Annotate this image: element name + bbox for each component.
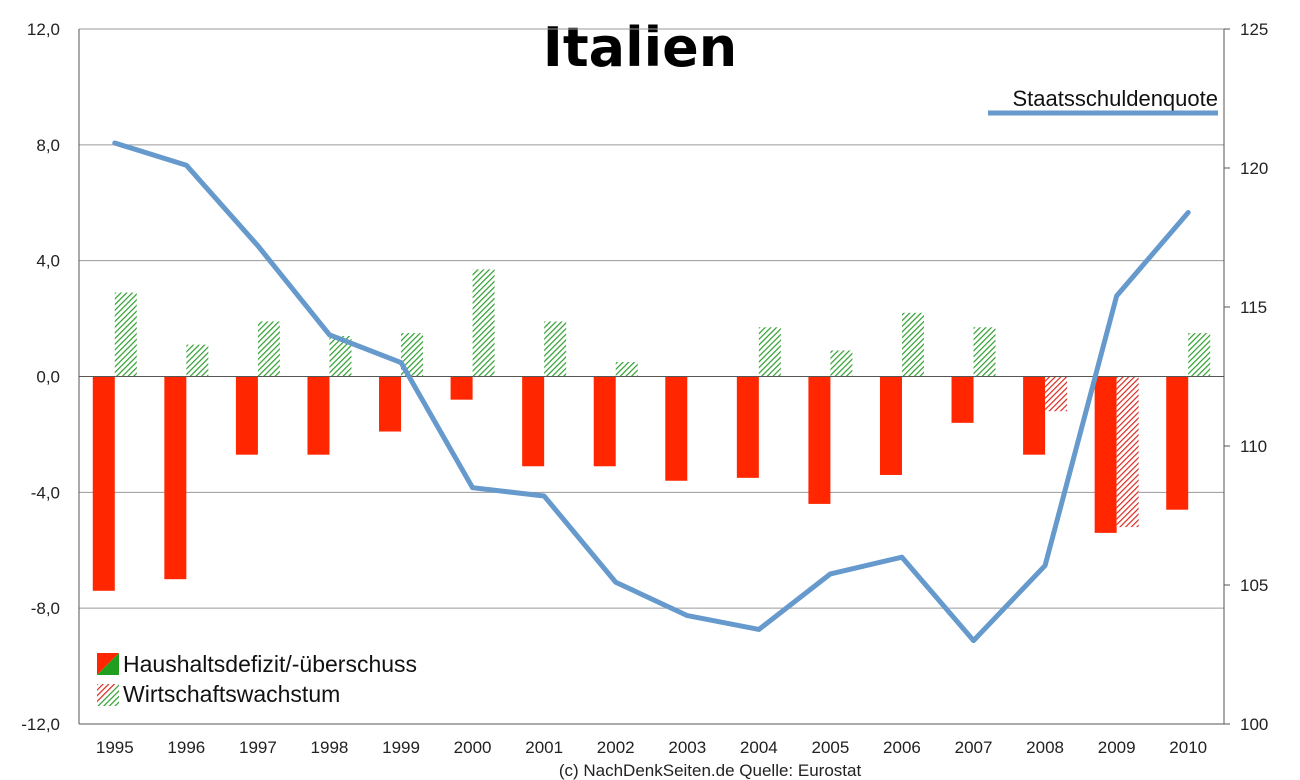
deficit-bar	[307, 376, 330, 455]
growth-bar	[257, 321, 280, 377]
deficit-bar	[379, 376, 402, 432]
growth-bar	[186, 344, 209, 377]
left-tick-label: 12,0	[27, 20, 60, 39]
right-tick-label: 125	[1240, 20, 1268, 39]
growth-bar	[1045, 376, 1068, 412]
deficit-bar	[1094, 376, 1117, 533]
right-tick-label: 120	[1240, 159, 1268, 178]
x-tick-label: 2006	[883, 738, 921, 757]
gridlines	[79, 28, 1224, 609]
chart-title: Italien	[543, 16, 737, 79]
legend-label-growth: Wirtschaftswachstum	[123, 681, 340, 707]
right-tick-label: 100	[1240, 715, 1268, 734]
growth-bar	[544, 321, 567, 377]
x-axis-ticks: 1995 1996 1997 1998 1999 2000 2001 2002 2003 2004…	[96, 738, 1207, 757]
x-tick-label: 1999	[382, 738, 420, 757]
x-tick-label: 2010	[1169, 738, 1207, 757]
growth-bar	[114, 292, 137, 377]
deficit-bar	[92, 376, 115, 591]
deficit-bar	[736, 376, 759, 478]
growth-bar	[830, 350, 853, 377]
left-axis-ticks: 12,0 8,0 4,0 0,0 -4,0 -8,0 -12,0	[21, 20, 60, 734]
x-tick-label: 2003	[668, 738, 706, 757]
line-label-group: Staatsschuldenquote	[988, 86, 1219, 116]
x-tick-label: 2004	[740, 738, 778, 757]
deficit-bar	[235, 376, 258, 455]
legend-swatch-growth	[97, 684, 119, 706]
x-tick-label: 1995	[96, 738, 134, 757]
x-tick-label: 2001	[525, 738, 563, 757]
deficit-bar	[593, 376, 616, 467]
right-axis-ticks: 125 120 115 110 105 100	[1224, 20, 1268, 734]
left-tick-label: -8,0	[31, 599, 60, 618]
left-tick-label: -4,0	[31, 483, 60, 502]
deficit-bar	[164, 376, 187, 580]
right-tick-label: 115	[1240, 298, 1267, 317]
deficit-bar	[1166, 376, 1189, 510]
growth-bar	[401, 333, 424, 377]
debt-line	[112, 140, 1191, 644]
growth-bar	[973, 327, 996, 377]
growth-bar	[1188, 333, 1211, 377]
left-tick-label: 4,0	[36, 252, 60, 271]
deficit-bar	[665, 376, 688, 481]
x-tick-label: 1998	[311, 738, 349, 757]
left-tick-label: 0,0	[36, 368, 60, 387]
growth-bar	[901, 312, 924, 377]
deficit-bar	[450, 376, 473, 400]
x-tick-label: 1997	[239, 738, 277, 757]
x-tick-label: 2007	[955, 738, 993, 757]
deficit-bar	[808, 376, 831, 504]
growth-bar	[615, 362, 638, 377]
growth-bar	[758, 327, 781, 377]
deficit-bar	[1023, 376, 1046, 455]
axes	[78, 29, 1225, 725]
deficit-bar	[879, 376, 902, 475]
x-tick-label: 2005	[811, 738, 849, 757]
left-tick-label: -12,0	[21, 715, 60, 734]
growth-bar	[1116, 376, 1139, 528]
right-tick-label: 110	[1240, 437, 1267, 456]
deficit-bar	[951, 376, 974, 423]
deficit-bar	[522, 376, 545, 467]
line-series-label: Staatsschuldenquote	[1013, 86, 1219, 111]
x-tick-label: 2009	[1098, 738, 1136, 757]
growth-bar	[472, 269, 495, 377]
legend-label-deficit: Haushaltsdefizit/-überschuss	[123, 651, 417, 677]
bars	[92, 269, 1211, 591]
x-tick-label: 2000	[454, 738, 492, 757]
left-tick-label: 8,0	[36, 136, 60, 155]
debt-ratio-line	[112, 140, 1191, 644]
x-tick-label: 1996	[167, 738, 205, 757]
growth-bar	[329, 335, 352, 377]
source-note: (c) NachDenkSeiten.de Quelle: Eurostat	[559, 761, 862, 780]
legend-swatch-deficit	[97, 653, 119, 675]
x-tick-label: 2008	[1026, 738, 1064, 757]
x-tick-label: 2002	[597, 738, 635, 757]
right-tick-label: 105	[1240, 576, 1268, 595]
legend: Haushaltsdefizit/-überschuss Wirtschafts…	[97, 651, 417, 707]
